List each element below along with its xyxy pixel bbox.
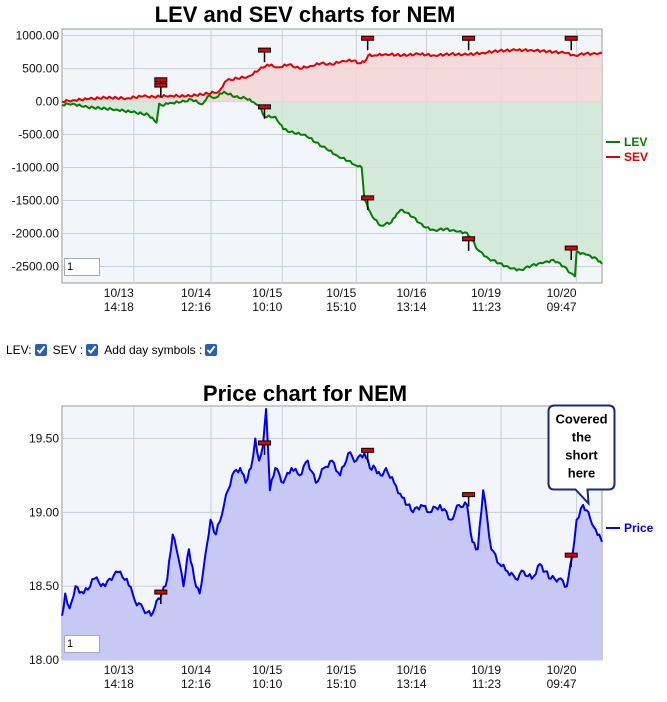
callout-line-1: Covered bbox=[555, 411, 607, 426]
chart-options: LEV: SEV : Add day symbols : bbox=[6, 343, 223, 357]
day-marker bbox=[258, 104, 271, 119]
x-tick-date: 10/14 bbox=[181, 663, 211, 677]
price-series-line bbox=[61, 408, 603, 617]
price-x-axis: 10/1314:1810/1412:1610/1510:1010/1515:10… bbox=[104, 663, 577, 691]
price-legend: Price bbox=[606, 521, 654, 535]
day-symbols-toggle[interactable]: Add day symbols : bbox=[104, 343, 219, 357]
lev-toggle[interactable]: LEV: bbox=[6, 343, 49, 357]
day-marker bbox=[462, 35, 476, 51]
x-tick-time: 14:18 bbox=[104, 300, 134, 314]
legend-price-label: Price bbox=[624, 521, 654, 535]
x-tick-time: 13:14 bbox=[396, 300, 426, 314]
day-marker bbox=[564, 552, 578, 568]
x-tick-date: 10/14 bbox=[181, 286, 211, 300]
day-marker bbox=[564, 245, 578, 261]
callout-box bbox=[547, 404, 616, 507]
lev-sev-fills bbox=[62, 49, 602, 277]
price-day-markers bbox=[154, 440, 578, 605]
x-tick-date: 10/19 bbox=[471, 286, 501, 300]
x-tick-time: 15:10 bbox=[326, 300, 356, 314]
lev-series-line bbox=[61, 90, 603, 278]
day-marker bbox=[564, 35, 578, 51]
lev-sev-y-axis: 1000.00 500.00 0.00 -500.00 -1000.00 -1500.00… bbox=[12, 29, 60, 274]
price-fill bbox=[62, 409, 602, 660]
price-chart-title: Price chart for NEM bbox=[203, 381, 407, 406]
day-symbols-checkbox[interactable] bbox=[205, 344, 218, 356]
lev-sev-chart-title: LEV and SEV charts for NEM bbox=[155, 2, 456, 27]
x-tick-time: 10:10 bbox=[252, 300, 282, 314]
lev-area bbox=[62, 91, 602, 277]
day-marker bbox=[462, 492, 476, 507]
lev-sev-legend: LEV SEV bbox=[606, 135, 648, 164]
y-tick-label: -2000.00 bbox=[12, 227, 60, 241]
day-marker bbox=[361, 35, 375, 51]
day-marker bbox=[154, 589, 168, 605]
y-tick-label: -1000.00 bbox=[12, 161, 60, 175]
x-tick-date: 10/13 bbox=[104, 286, 134, 300]
x-tick-time: 13:14 bbox=[396, 677, 426, 691]
price-y-axis: 19.50 19.00 18.50 18.00 bbox=[29, 431, 59, 667]
x-tick-time: 09:47 bbox=[547, 677, 577, 691]
x-tick-date: 10/16 bbox=[396, 663, 426, 677]
callout-line-4: here bbox=[568, 465, 595, 480]
callout-line-3: short bbox=[565, 447, 598, 462]
y-tick-label: 19.50 bbox=[29, 431, 59, 445]
sev-area bbox=[62, 49, 602, 103]
x-tick-date: 10/16 bbox=[396, 286, 426, 300]
y-tick-label: 0.00 bbox=[36, 95, 60, 109]
legend-sev-label: SEV bbox=[624, 150, 648, 164]
x-tick-time: 12:16 bbox=[181, 677, 211, 691]
y-tick-label: 500.00 bbox=[22, 62, 59, 76]
day-marker bbox=[258, 440, 271, 455]
lev-sev-zoom-input[interactable] bbox=[64, 258, 100, 276]
x-tick-date: 10/19 bbox=[471, 663, 501, 677]
day-marker bbox=[462, 236, 476, 251]
lev-sev-x-axis: 10/1314:1810/1412:1610/1510:1010/1515:10… bbox=[104, 286, 577, 314]
covered-short-callout: Covered the short here bbox=[547, 404, 616, 507]
price-area bbox=[62, 409, 602, 660]
day-marker bbox=[154, 82, 168, 98]
y-tick-label: -2500.00 bbox=[12, 260, 60, 274]
y-tick-label: 18.50 bbox=[29, 579, 59, 593]
callout-line-2: the bbox=[572, 429, 592, 444]
y-tick-label: 19.00 bbox=[29, 505, 59, 519]
legend-lev-label: LEV bbox=[624, 135, 647, 149]
day-marker bbox=[258, 47, 271, 63]
lev-checkbox[interactable] bbox=[34, 344, 47, 356]
x-tick-time: 09:47 bbox=[547, 300, 577, 314]
price-zoom-input[interactable] bbox=[64, 635, 100, 653]
lev-sev-day-markers bbox=[154, 35, 578, 261]
y-tick-label: 1000.00 bbox=[16, 29, 60, 43]
day-marker bbox=[361, 195, 375, 210]
price-line bbox=[61, 408, 603, 617]
lev-toggle-label: LEV: bbox=[6, 343, 32, 357]
x-tick-date: 10/20 bbox=[547, 663, 577, 677]
y-tick-label: 18.00 bbox=[29, 653, 59, 667]
x-tick-date: 10/15 bbox=[326, 286, 356, 300]
x-tick-time: 11:23 bbox=[472, 300, 501, 314]
x-tick-date: 10/20 bbox=[547, 286, 577, 300]
x-tick-time: 14:18 bbox=[104, 677, 134, 691]
x-tick-date: 10/13 bbox=[104, 663, 134, 677]
y-tick-label: -1500.00 bbox=[12, 194, 60, 208]
x-tick-date: 10/15 bbox=[326, 663, 356, 677]
x-tick-time: 10:10 bbox=[252, 677, 282, 691]
sev-toggle[interactable]: SEV : bbox=[53, 343, 101, 357]
x-tick-time: 11:23 bbox=[472, 677, 501, 691]
x-tick-time: 12:16 bbox=[181, 300, 211, 314]
sev-series-line bbox=[61, 48, 603, 104]
day-symbols-label: Add day symbols : bbox=[104, 343, 203, 357]
x-tick-date: 10/15 bbox=[252, 663, 282, 677]
sev-toggle-label: SEV : bbox=[52, 343, 84, 357]
day-marker bbox=[361, 447, 375, 463]
y-tick-label: -500.00 bbox=[18, 128, 59, 142]
x-tick-date: 10/15 bbox=[252, 286, 282, 300]
lev-sev-lines bbox=[61, 48, 603, 278]
sev-checkbox[interactable] bbox=[86, 344, 99, 356]
x-tick-time: 15:10 bbox=[326, 677, 356, 691]
